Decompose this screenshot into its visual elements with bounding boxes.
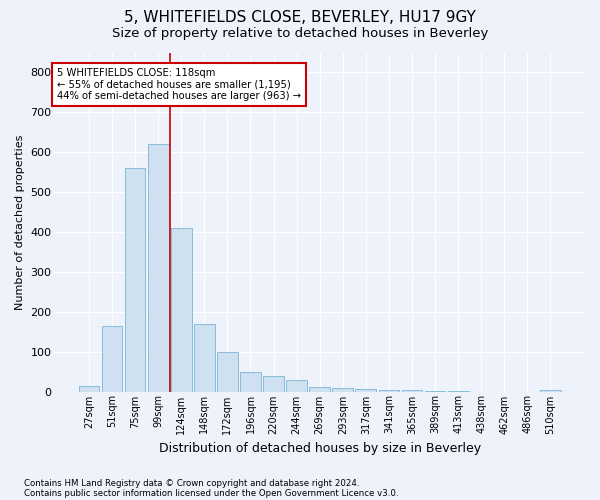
Text: 5, WHITEFIELDS CLOSE, BEVERLEY, HU17 9GY: 5, WHITEFIELDS CLOSE, BEVERLEY, HU17 9GY — [124, 10, 476, 25]
Bar — [240, 372, 261, 392]
Bar — [310, 386, 330, 392]
Bar — [194, 324, 215, 392]
Bar — [540, 390, 561, 392]
Bar — [401, 390, 422, 392]
Bar — [148, 144, 169, 392]
Bar — [286, 380, 307, 392]
Bar — [332, 388, 353, 392]
Text: Contains HM Land Registry data © Crown copyright and database right 2024.: Contains HM Land Registry data © Crown c… — [24, 478, 359, 488]
Bar — [101, 326, 122, 392]
Bar — [125, 168, 145, 392]
Bar — [217, 352, 238, 392]
Text: Contains public sector information licensed under the Open Government Licence v3: Contains public sector information licen… — [24, 488, 398, 498]
Y-axis label: Number of detached properties: Number of detached properties — [15, 134, 25, 310]
Text: 5 WHITEFIELDS CLOSE: 118sqm
← 55% of detached houses are smaller (1,195)
44% of : 5 WHITEFIELDS CLOSE: 118sqm ← 55% of det… — [57, 68, 301, 101]
Text: Size of property relative to detached houses in Beverley: Size of property relative to detached ho… — [112, 28, 488, 40]
Bar — [79, 386, 100, 392]
Bar — [379, 390, 400, 392]
Bar — [355, 389, 376, 392]
X-axis label: Distribution of detached houses by size in Beverley: Distribution of detached houses by size … — [158, 442, 481, 455]
Bar — [171, 228, 191, 392]
Bar — [263, 376, 284, 392]
